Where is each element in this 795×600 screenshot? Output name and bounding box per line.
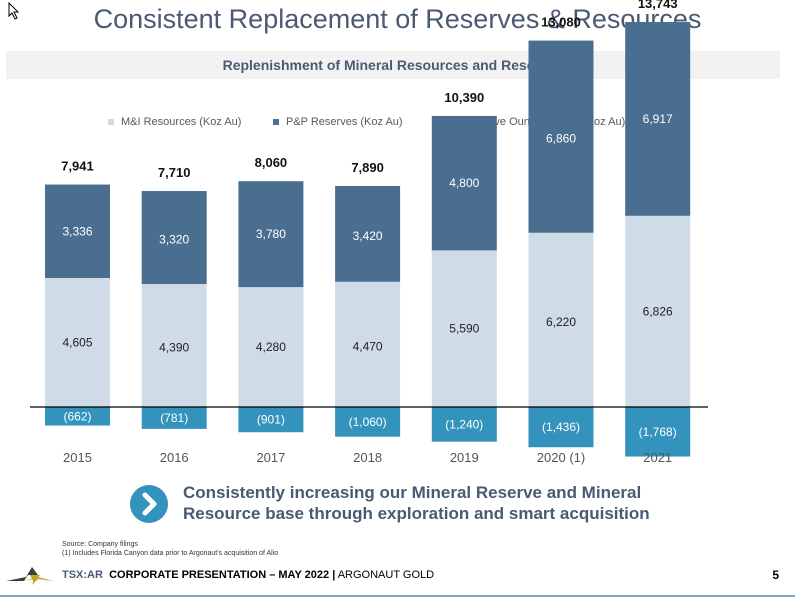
callout-line-1: Consistently increasing our Mineral Rese… (183, 483, 642, 502)
data-label-total: 10,390 (444, 90, 484, 105)
bar-cumulative-mined (45, 407, 110, 426)
data-label-pp: 6,860 (546, 132, 576, 146)
x-axis-tick-label: 2021 (643, 450, 672, 465)
callout-line-2: Resource base through exploration and sm… (183, 504, 650, 523)
x-axis-tick-label: 2017 (256, 450, 285, 465)
legend-item-pp: P&P Reserves (Koz Au) (273, 116, 403, 128)
data-label-pp: 3,320 (159, 233, 189, 247)
data-label-pp: 3,780 (256, 227, 286, 241)
data-label-pp: 6,917 (643, 112, 673, 126)
data-label-mi: 4,605 (62, 336, 92, 350)
data-label-mined: (1,060) (349, 415, 387, 429)
bar-pp-reserves (45, 184, 110, 278)
bar-mi-resources (238, 287, 304, 407)
x-axis-tick-label: 2015 (63, 450, 92, 465)
legend-swatch-pp (273, 119, 279, 125)
data-label-pp: 3,420 (353, 229, 383, 243)
bar-pp-reserves (335, 185, 401, 282)
bar-cumulative-mined (238, 407, 304, 433)
bar-mi-resources (625, 215, 691, 407)
chart-subtitle: Replenishment of Mineral Resources and R… (222, 57, 564, 73)
bar-pp-reserves (528, 40, 594, 233)
bar-cumulative-mined (141, 407, 207, 429)
bar-cumulative-mined (431, 407, 497, 442)
bar-mi-resources (335, 281, 401, 407)
footer-company: ARGONAUT GOLD (337, 569, 435, 581)
bar-pp-reserves (431, 115, 497, 251)
data-label-mi: 4,390 (159, 341, 189, 355)
footer-ticker: TSX:AR (62, 569, 103, 581)
legend-label-mi: M&I Resources (Koz Au) (121, 116, 242, 128)
x-axis-tick-label: 2018 (353, 450, 382, 465)
data-label-mi: 4,280 (256, 340, 286, 354)
data-label-mined: (1,768) (639, 425, 677, 439)
bar-pp-reserves (141, 191, 207, 285)
bar-pp-reserves (625, 22, 691, 216)
footer-divider (0, 595, 795, 597)
data-label-mined: (1,436) (542, 420, 580, 434)
data-label-total: 13,080 (541, 15, 581, 30)
source-line-1: Source: Company filings (62, 541, 138, 548)
page-number: 5 (772, 568, 779, 582)
bar-pp-reserves (238, 181, 304, 288)
bar-mi-resources (141, 284, 207, 407)
bar-mi-resources (528, 232, 594, 407)
data-label-mi: 6,826 (643, 304, 673, 318)
callout-text: Consistently increasing our Mineral Rese… (183, 482, 650, 524)
source-note: Source: Company filings (1) Includes Flo… (62, 540, 278, 558)
data-label-mined: (781) (160, 411, 188, 425)
data-label-mined: (1,240) (445, 417, 483, 431)
footer-presentation: CORPORATE PRESENTATION – MAY 2022 | (109, 569, 336, 581)
bar-mi-resources (431, 250, 497, 407)
data-label-mi: 6,220 (546, 315, 576, 329)
data-label-total: 7,710 (158, 165, 191, 180)
slide-title: Consistent Replacement of Reserves & Res… (93, 4, 702, 34)
data-label-mi: 4,470 (353, 339, 383, 353)
bar-cumulative-mined (625, 407, 691, 457)
mouse-cursor-icon (8, 2, 20, 20)
data-label-total: 7,941 (61, 159, 94, 174)
data-label-mined: (662) (63, 409, 91, 423)
bar-mi-resources (45, 278, 110, 407)
chevron-right-circle-icon (130, 485, 168, 523)
data-label-pp: 4,800 (449, 176, 479, 190)
legend-label-pp: P&P Reserves (Koz Au) (286, 116, 403, 128)
key-message-callout: Consistently increasing our Mineral Rese… (128, 480, 698, 528)
data-label-total: 7,890 (351, 160, 384, 175)
data-label-total: 8,060 (255, 155, 288, 170)
stacked-bar-chart: 4,605 3,336 (662) 7,941 2015 4,390 3,320 (781) 7… (30, 0, 708, 465)
data-label-mined: (901) (257, 413, 285, 427)
slide-footer: TSX:AR CORPORATE PRESENTATION – MAY 2022… (0, 563, 795, 587)
x-axis-tick-label: 2019 (450, 450, 479, 465)
data-label-pp: 3,336 (62, 224, 92, 238)
data-label-total: 13,743 (638, 0, 678, 11)
argonaut-logo-icon (6, 567, 54, 585)
bar-cumulative-mined (335, 407, 401, 437)
x-axis-tick-label: 2020 (1) (537, 450, 585, 465)
footnote-line-1: (1) Includes Florida Canyon data prior t… (62, 550, 279, 557)
data-label-mi: 5,590 (449, 322, 479, 336)
legend-swatch-mi (108, 119, 114, 125)
legend-item-mi: M&I Resources (Koz Au) (108, 116, 241, 128)
x-axis-tick-label: 2016 (160, 450, 189, 465)
bar-cumulative-mined (528, 407, 594, 448)
footer-text: TSX:AR CORPORATE PRESENTATION – MAY 2022… (62, 569, 434, 581)
